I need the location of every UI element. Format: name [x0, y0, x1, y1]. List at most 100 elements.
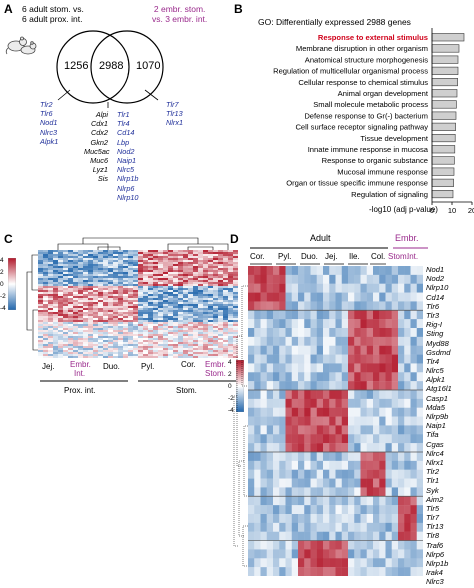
heatmap-d-cell [373, 549, 380, 559]
heatmap-c-cell [43, 270, 49, 273]
heatmap-c-cell [103, 264, 109, 267]
heatmap-d-cell [304, 487, 311, 497]
heatmap-d-cell [273, 478, 280, 488]
heatmap-c-cell [98, 316, 104, 319]
heatmap-c-cell [158, 310, 164, 313]
heatmap-d-cell [329, 452, 336, 462]
heatmap-c-cell [73, 302, 79, 305]
heatmap-d-cell [341, 319, 349, 329]
heatmap-c-cell [198, 286, 204, 289]
heatmap-d-cell [410, 381, 417, 391]
heatmap-c-cell [128, 298, 134, 301]
heatmap-c-cell [233, 298, 238, 301]
heatmap-c-cell [68, 308, 74, 311]
heatmap-d-gene-label: Tlr2 [426, 467, 440, 477]
heatmap-d-cell [385, 505, 392, 515]
heatmap-d-cell [391, 381, 399, 391]
heatmap-c-cell [53, 268, 59, 271]
scale-label: -2 [0, 293, 6, 300]
heatmap-d-cell [248, 460, 255, 470]
heatmap-c-cell [198, 262, 204, 265]
heatmap-c-cell [113, 340, 119, 343]
heatmap-c-cell [158, 346, 164, 349]
heatmap-c-cell [43, 262, 49, 265]
heatmap-c-cell [193, 272, 199, 275]
heatmap-d-cell [260, 567, 267, 576]
heatmap-d-cell [310, 478, 317, 488]
heatmap-c-cell [68, 356, 74, 358]
heatmap-c-cell [218, 342, 224, 345]
heatmap-c-cell [43, 308, 49, 311]
heatmap-d-cell [291, 354, 299, 364]
heatmap-d-cell [373, 478, 380, 488]
heatmap-c-cell [228, 334, 234, 337]
heatmap-c-cell [83, 328, 89, 331]
heatmap-d-cell [329, 354, 336, 364]
heatmap-c-cell [138, 340, 144, 343]
heatmap-d-cell [304, 460, 311, 470]
heatmap-c-cell [103, 332, 109, 335]
heatmap-c-cell [218, 256, 224, 259]
heatmap-d-cell [385, 496, 392, 506]
heatmap-c-cell [173, 268, 179, 271]
heatmap-c-cell [53, 310, 59, 313]
heatmap-d-cell [273, 398, 280, 408]
go-x-tick-label: 20 [468, 206, 474, 215]
heatmap-c-cell [163, 272, 169, 275]
heatmap-c-cell [153, 280, 159, 283]
heatmap-c-cell [143, 340, 149, 343]
heatmap-c-cell [133, 336, 139, 339]
heatmap-d-cell [416, 443, 423, 453]
heatmap-c-cell [103, 294, 109, 297]
heatmap-d-cell [335, 514, 342, 524]
heatmap-c-cell [63, 298, 69, 301]
heatmap-c-cell [53, 346, 59, 349]
heatmap-d-cell [279, 531, 286, 541]
heatmap-c-cell [218, 330, 224, 333]
heatmap-c-cell [153, 302, 159, 305]
heatmap-c-cell [108, 318, 114, 321]
heatmap-c-cell [213, 350, 219, 353]
heatmap-d-cell [279, 328, 286, 338]
heatmap-d-cell [316, 416, 324, 426]
heatmap-d-cell [304, 434, 311, 444]
heatmap-d-cell [291, 363, 299, 373]
heatmap-d-cell [248, 567, 255, 576]
heatmap-c-cell [58, 314, 64, 317]
heatmap-c-cell [208, 324, 214, 327]
heatmap-d-cell [254, 549, 261, 559]
heatmap-c-cell [213, 306, 219, 309]
heatmap-c-cell [163, 262, 169, 265]
heatmap-c-cell [63, 324, 69, 327]
heatmap-d-cell [298, 460, 305, 470]
heatmap-d-cell [254, 416, 261, 426]
heatmap-d-cell [304, 558, 311, 568]
heatmap-d-cell [335, 301, 342, 311]
heatmap-c-cell [73, 260, 79, 263]
heatmap-c-cell [53, 312, 59, 315]
heatmap-d-cell [329, 363, 336, 373]
heatmap-d-cell [410, 416, 417, 426]
heatmap-c-cell [148, 290, 154, 293]
heatmap-c-cell [103, 298, 109, 301]
heatmap-c-cell [218, 356, 224, 358]
heatmap-c-cell [43, 288, 49, 291]
heatmap-c-cell [38, 296, 44, 299]
heatmap-c-cell [198, 336, 204, 339]
heatmap-d-cell [379, 310, 386, 320]
heatmap-c [38, 250, 238, 358]
heatmap-c-cell [58, 352, 64, 355]
heatmap-c-cell [73, 250, 79, 253]
heatmap-c-cell [38, 310, 44, 313]
heatmap-c-cell [103, 308, 109, 311]
heatmap-c-cell [218, 324, 224, 327]
heatmap-d-gene-label: Tlr7 [426, 513, 440, 523]
heatmap-c-cell [148, 284, 154, 287]
heatmap-d-cell [416, 354, 423, 364]
heatmap-d-gene-label: Atg16l1 [426, 384, 452, 394]
heatmap-c-cell [203, 332, 209, 335]
heatmap-d-cell [254, 425, 261, 435]
heatmap-c-cell [233, 280, 238, 283]
heatmap-d-cell [385, 416, 392, 426]
heatmap-d-cell [323, 398, 330, 408]
